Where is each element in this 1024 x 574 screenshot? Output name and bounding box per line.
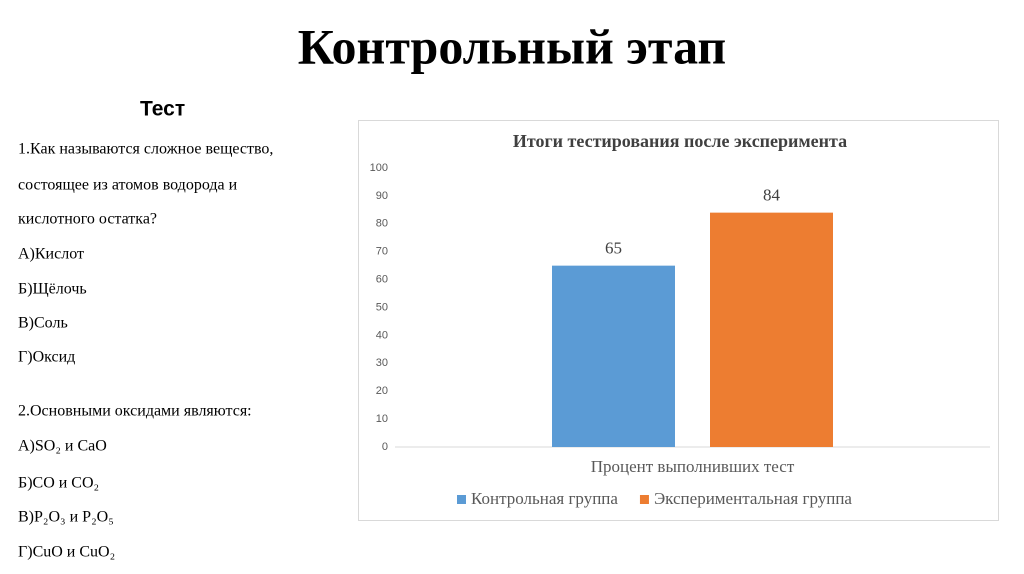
y-tick-label: 50 bbox=[376, 301, 388, 313]
chart-frame bbox=[358, 120, 999, 521]
legend-swatch bbox=[639, 495, 649, 504]
data-label: 84 bbox=[763, 186, 781, 205]
answer-option: В)Соль bbox=[18, 315, 68, 332]
bar bbox=[552, 265, 675, 447]
answer-option: А)SO₂ и CaO bbox=[18, 438, 107, 455]
y-tick-label: 20 bbox=[376, 385, 388, 397]
y-tick-label: 30 bbox=[376, 357, 388, 369]
legend-swatch bbox=[457, 495, 466, 504]
question-line: состоящее из атомов водорода и bbox=[18, 177, 238, 194]
x-tick-label: Процент выполнивших тест bbox=[591, 457, 795, 476]
y-tick-label: 70 bbox=[376, 246, 388, 258]
data-label: 65 bbox=[605, 239, 622, 258]
y-tick-label: 10 bbox=[376, 413, 388, 425]
y-tick-label: 60 bbox=[376, 274, 388, 286]
y-tick-label: 80 bbox=[376, 218, 388, 230]
answer-option: Б)CO и CO₂ bbox=[18, 475, 99, 492]
answer-option: Г)Оксид bbox=[18, 349, 75, 366]
answer-option: Б)Щёлочь bbox=[18, 281, 87, 298]
question-line: кислотного остатка? bbox=[18, 211, 157, 228]
answer-option: Г)CuO и CuO₂ bbox=[18, 544, 115, 561]
slide-title: Контрольный этап bbox=[298, 18, 726, 74]
legend-label: Контрольная группа bbox=[471, 489, 618, 508]
y-tick-label: 90 bbox=[376, 190, 388, 202]
answer-option: А)Кислот bbox=[18, 246, 84, 263]
subtitle: Тест bbox=[140, 98, 185, 121]
chart-title: Итоги тестирования после эксперимента bbox=[513, 131, 847, 151]
y-tick-label: 0 bbox=[382, 441, 388, 453]
question-line: 1.Как называются сложное вещество, bbox=[18, 141, 273, 158]
y-tick-label: 100 bbox=[370, 162, 388, 174]
legend-label: Экспериментальная группа bbox=[654, 489, 852, 508]
question-line: 2.Основными оксидами являются: bbox=[18, 403, 252, 420]
answer-option: В)P₂O₃ и P₂O₅ bbox=[18, 509, 114, 526]
bar bbox=[710, 212, 833, 447]
y-tick-label: 40 bbox=[376, 329, 388, 341]
